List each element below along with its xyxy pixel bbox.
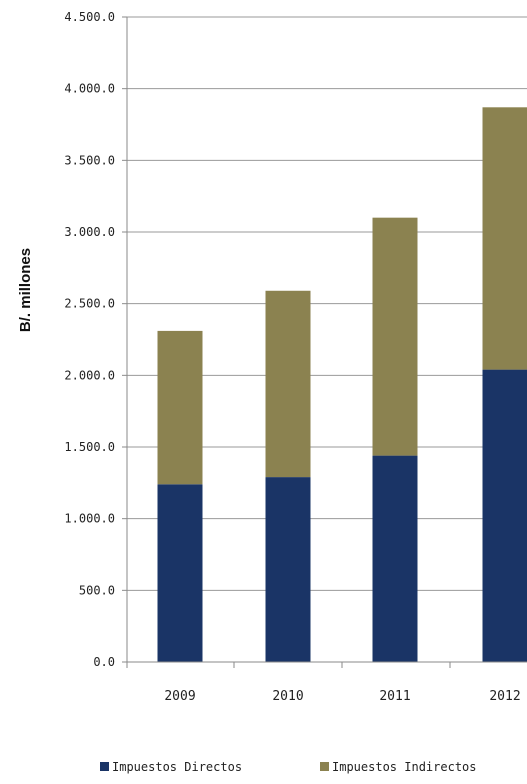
bar-directos-2010 xyxy=(265,477,311,662)
bar-directos-2012 xyxy=(482,369,527,662)
y-tick-label: 1.500.0 xyxy=(64,440,115,454)
legend-label: Impuestos Indirectos xyxy=(332,760,477,774)
y-tick-label: 2.500.0 xyxy=(64,297,115,311)
y-tick-label: 1.000.0 xyxy=(64,512,115,526)
y-tick-label: 3.500.0 xyxy=(64,153,115,167)
legend-swatch xyxy=(100,762,109,771)
x-axis-ticks xyxy=(126,662,451,668)
y-axis-tick-labels: 0.0 500.0 1.000.0 1.500.0 2.000.0 2.500.0 3.00… xyxy=(64,10,115,669)
x-category-label: 2009 xyxy=(164,689,195,704)
x-category-label: 2011 xyxy=(379,689,410,704)
legend-swatch xyxy=(320,762,329,771)
bar-indirectos-2012 xyxy=(482,107,527,370)
bar-indirectos-2009 xyxy=(157,330,203,485)
y-tick-label: 4.000.0 xyxy=(64,82,115,96)
y-tick-label: 3.000.0 xyxy=(64,225,115,239)
y-tick-label: 0.0 xyxy=(93,655,115,669)
bar-indirectos-2011 xyxy=(372,217,418,456)
bar-directos-2011 xyxy=(372,455,418,662)
y-tick-label: 2.000.0 xyxy=(64,368,115,382)
x-category-label: 2012 xyxy=(489,689,520,704)
x-axis-category-labels: 2009 2010 2011 2012 xyxy=(164,689,520,704)
legend: Impuestos Directos Impuestos Indirectos xyxy=(100,760,477,774)
bar-indirectos-2010 xyxy=(265,290,311,478)
y-tick-label: 500.0 xyxy=(79,583,115,597)
legend-label: Impuestos Directos xyxy=(112,760,242,774)
bars xyxy=(157,107,527,662)
x-category-label: 2010 xyxy=(272,689,303,704)
y-tick-label: 4.500.0 xyxy=(64,10,115,24)
bar-directos-2009 xyxy=(157,484,203,662)
y-axis-title: B/. millones xyxy=(17,248,34,332)
